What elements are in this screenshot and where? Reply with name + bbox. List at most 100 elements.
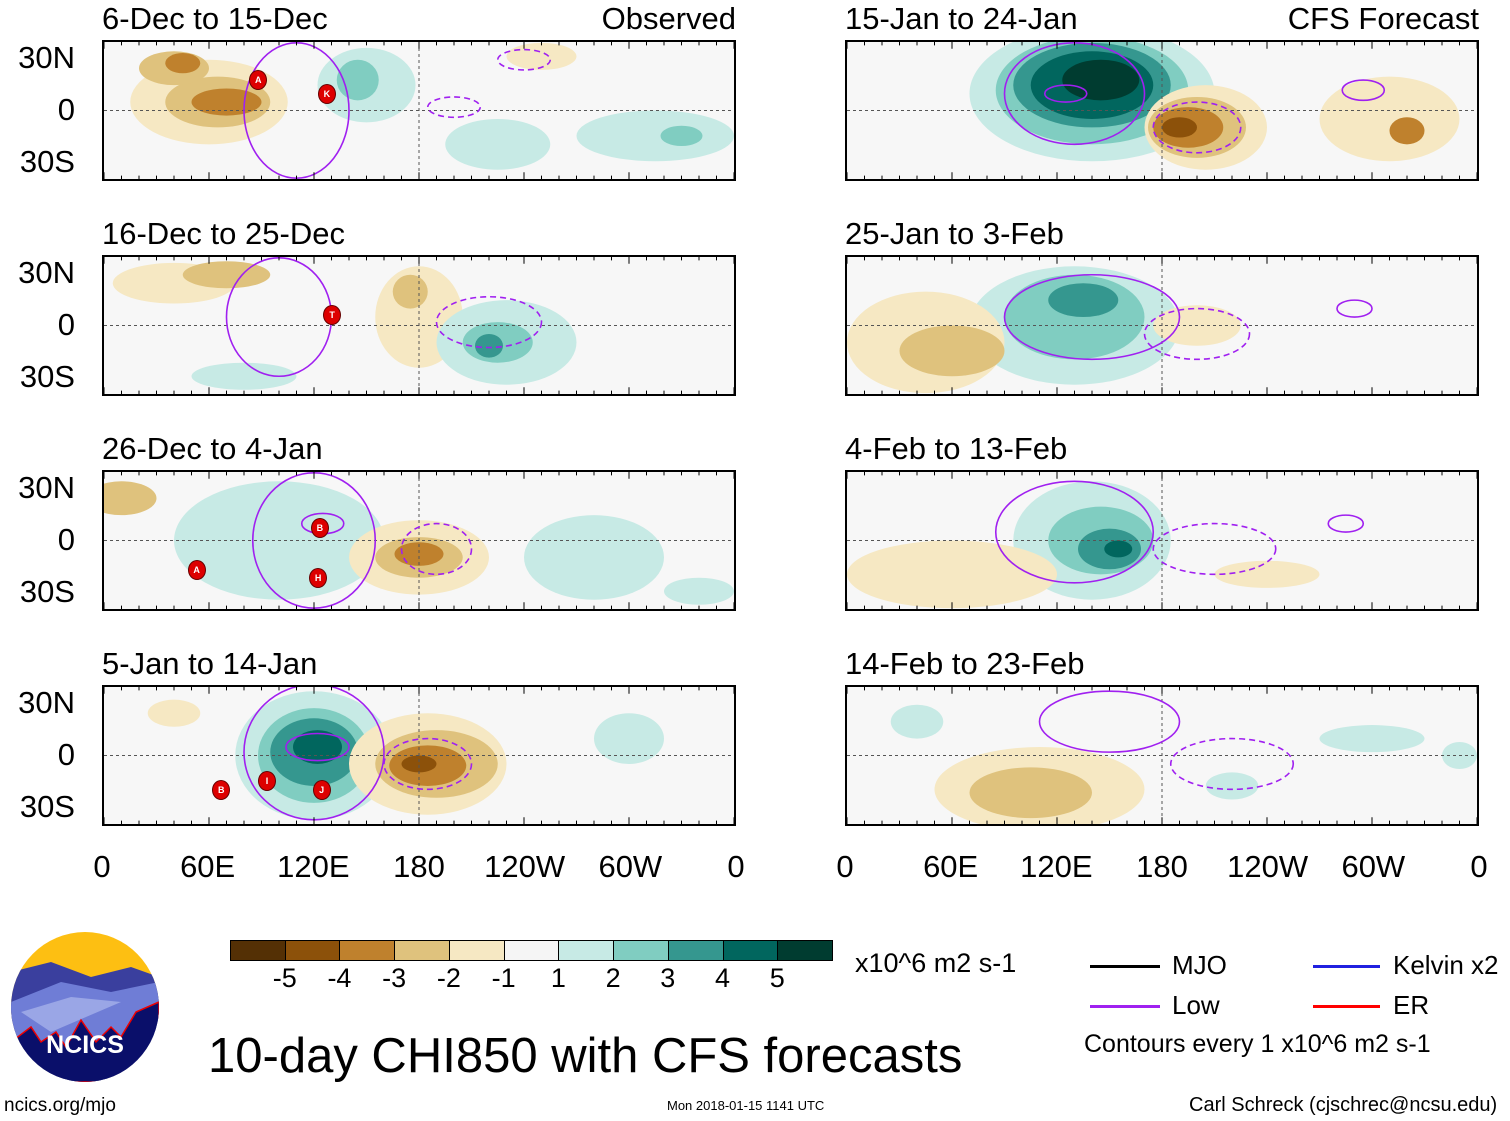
colorbar-label: -3: [382, 963, 407, 993]
legend-label-er: ER: [1393, 990, 1430, 1020]
colorbar-label: -4: [327, 963, 352, 993]
figure-title: 10-day CHI850 with CFS forecasts: [208, 1029, 963, 1083]
panel-title: 4-Feb to 13-Feb: [845, 431, 1068, 466]
low-contour: [227, 258, 332, 376]
anomaly-region: [475, 333, 503, 358]
site-link[interactable]: ncics.org/mjo: [4, 1095, 116, 1116]
low-contour: [1145, 309, 1250, 360]
low-contour: [384, 739, 472, 790]
panel-title: 25-Jan to 3-Feb: [845, 216, 1064, 251]
low-contour: [498, 50, 551, 70]
colorbar-swatch: [448, 940, 505, 961]
anomaly-region: [1389, 117, 1425, 145]
column-label: CFS Forecast: [1287, 1, 1479, 36]
low-contour: [1337, 300, 1372, 317]
longitude-label: 60W: [1341, 849, 1406, 884]
anomaly-region: [1205, 772, 1259, 800]
anomaly-region: [1048, 283, 1119, 318]
tropical-cyclone-icon: T: [323, 304, 342, 325]
panel-title: 16-Dec to 25-Dec: [102, 216, 345, 251]
longitude-label: 120E: [1020, 849, 1093, 884]
low-contour: [1342, 80, 1384, 100]
anomaly-region: [1214, 560, 1320, 588]
longitude-label: 120W: [1227, 849, 1309, 884]
panel-title: 5-Jan to 14-Jan: [102, 646, 318, 681]
colorbar-swatch: [230, 940, 286, 961]
anomaly-region: [1319, 76, 1460, 162]
anomaly-region: [182, 261, 271, 289]
panel-title: 6-Dec to 15-Dec: [102, 1, 328, 36]
map-panel: B A H: [102, 470, 736, 611]
low-contour: [437, 297, 542, 348]
colorbar-swatch: [394, 940, 450, 961]
map-panel: [845, 40, 1479, 181]
colorbar-label: 1: [550, 963, 566, 993]
low-contour: [1045, 85, 1087, 102]
longitude-label: 60W: [598, 849, 663, 884]
longitude-label: 0: [727, 849, 745, 884]
latitude-label: 30N: [18, 470, 75, 505]
anomaly-region: [660, 125, 703, 147]
longitude-label: 60E: [923, 849, 979, 884]
legend-label-kelvin: Kelvin x2: [1393, 950, 1499, 980]
anomaly-region: [1162, 117, 1197, 138]
tropical-cyclone-icon: A: [187, 559, 206, 580]
anomaly-region: [1062, 59, 1140, 101]
latitude-label: 30N: [18, 255, 75, 290]
anomaly-region: [401, 755, 437, 773]
latitude-label: 30S: [19, 144, 75, 179]
anomaly-region: [594, 713, 664, 764]
longitude-label: 60E: [180, 849, 236, 884]
low-contour: [1005, 275, 1180, 360]
panel-title: 26-Dec to 4-Jan: [102, 431, 323, 466]
longitude-label: 0: [93, 849, 111, 884]
colorbar-label: -2: [436, 963, 461, 993]
latitude-label: 30N: [18, 40, 75, 75]
anomaly-region: [1319, 725, 1425, 753]
anomaly-region: [969, 767, 1092, 819]
latitude-label: 30S: [19, 574, 75, 609]
colorbar-swatch: [558, 940, 615, 961]
anomaly-region: [104, 481, 157, 516]
tropical-cyclone-icon: B: [310, 517, 329, 538]
low-contour: [1171, 739, 1294, 790]
colorbar-label: 4: [715, 963, 731, 993]
tropical-cyclone-icon: J: [312, 779, 331, 800]
anomaly-region: [847, 540, 1057, 609]
legend-label-mjo: MJO: [1172, 950, 1227, 980]
tropical-cyclone-icon: H: [309, 568, 328, 589]
colorbar-swatch: [667, 940, 724, 961]
longitude-label: 120W: [484, 849, 566, 884]
low-contour: [996, 481, 1154, 582]
legend-label-low: Low: [1172, 990, 1220, 1020]
colorbar-swatch: [777, 940, 833, 961]
ncics-logo: NCICS: [11, 932, 159, 1082]
logo-text: NCICS: [46, 1031, 124, 1059]
low-contour: [1153, 524, 1276, 575]
map-panel: T: [102, 255, 736, 396]
latitude-label: 30N: [18, 685, 75, 720]
legend-line-low: [1090, 1005, 1160, 1008]
low-contour: [1153, 102, 1241, 153]
anomaly-region: [293, 730, 342, 764]
anomaly-region: [890, 704, 944, 739]
tropical-cyclone-icon: I: [258, 771, 277, 792]
colorbar-label: 3: [660, 963, 676, 993]
latitude-label: 0: [57, 92, 75, 127]
latitude-label: 30S: [19, 789, 75, 824]
low-contour: [428, 97, 481, 117]
anomaly-region: [1104, 540, 1133, 558]
map-panel: [845, 470, 1479, 611]
map-panel: [845, 255, 1479, 396]
legend-note: Contours every 1 x10^6 m2 s-1: [1084, 1030, 1431, 1058]
legend-line-kelvin: [1313, 965, 1380, 968]
low-contour: [402, 524, 472, 575]
column-label: Observed: [601, 1, 736, 36]
anomaly-region: [191, 88, 262, 116]
colorbar-label: -1: [491, 963, 516, 993]
anomaly-region: [165, 52, 201, 74]
anomaly-region: [445, 118, 551, 170]
anomaly-region: [524, 515, 664, 600]
